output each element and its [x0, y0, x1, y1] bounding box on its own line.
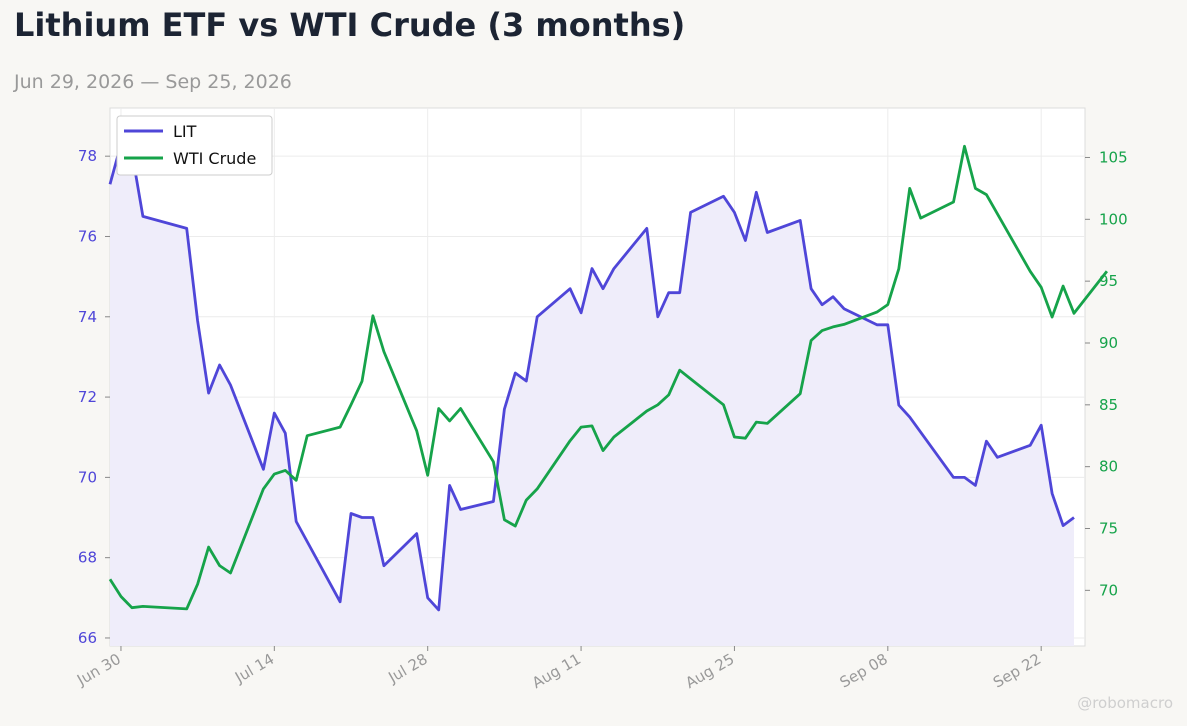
series-line-wti-crude [108, 144, 1109, 611]
legend: LIT WTI Crude [116, 115, 273, 176]
series-lines [108, 142, 1109, 612]
x-tick-label: Sep 08 [837, 650, 891, 692]
x-tick-label: Sep 22 [990, 650, 1044, 692]
y-left-tick-label: 74 [78, 308, 97, 326]
y-left-tick-label: 78 [78, 147, 97, 165]
y-left-tick-label: 72 [78, 388, 97, 406]
y-right-tick-label: 85 [1099, 396, 1118, 414]
x-tick-label: Aug 11 [529, 650, 584, 692]
y-left-tick-label: 66 [78, 629, 97, 647]
y-right-tick-label: 95 [1099, 272, 1118, 290]
x-tick-label: Jun 30 [73, 650, 124, 690]
page-subtitle: Jun 29, 2026 — Sep 25, 2026 [14, 71, 292, 93]
x-tick-label: Jul 28 [384, 650, 430, 687]
y-left-tick-label: 76 [78, 227, 97, 245]
y-right-tick-label: 100 [1099, 210, 1128, 228]
legend-label-lit: LIT [173, 122, 197, 141]
legend-label-wti: WTI Crude [173, 149, 256, 168]
y-right-tick-label: 90 [1099, 334, 1118, 352]
y-left-tick-label: 68 [78, 549, 97, 567]
y-right-tick-label: 70 [1099, 581, 1118, 599]
page-title: Lithium ETF vs WTI Crude (3 months) [14, 6, 686, 44]
y-left-tick-label: 70 [78, 468, 97, 486]
y-right-tick-label: 75 [1099, 520, 1118, 538]
y-right-tick-label: 80 [1099, 458, 1118, 476]
series-line-lit [108, 142, 1075, 612]
y-right-tick-label: 105 [1099, 148, 1128, 166]
x-tick-label: Jul 14 [231, 650, 277, 687]
x-tick-label: Aug 25 [682, 650, 737, 692]
watermark: @robomacro [1077, 694, 1173, 712]
